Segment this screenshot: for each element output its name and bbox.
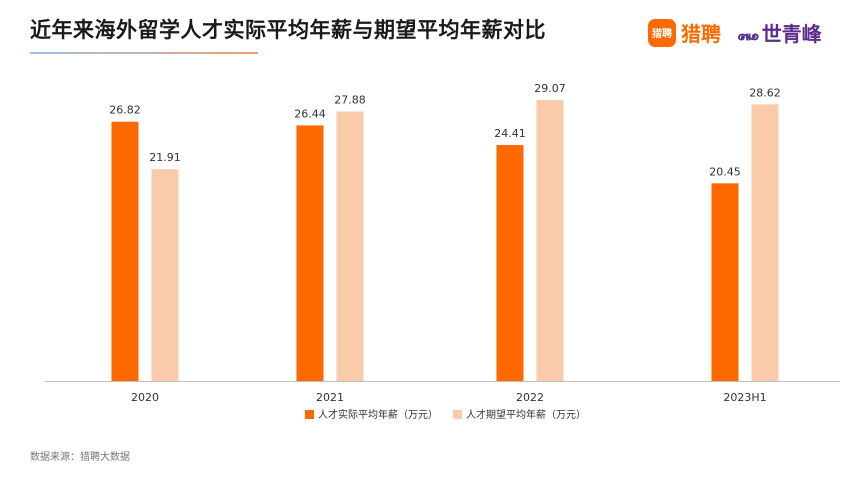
data-label-expected-2023H1: 28.62 [749, 86, 781, 99]
legend-label-expected: 人才期望平均年薪（万元） [466, 408, 586, 421]
shiqingfeng-logo-icon: ꘏ [737, 20, 760, 45]
chart-title: 近年来海外留学人才实际平均年薪与期望平均年薪对比 [30, 18, 546, 42]
bar-actual-2020 [111, 121, 139, 382]
bar-actual-2022 [496, 145, 524, 381]
data-label-expected-2020: 21.91 [149, 151, 181, 164]
legend-label-actual: 人才实际平均年薪（万元） [318, 408, 438, 421]
shiqingfeng-logo-text: 世青峰 [761, 22, 822, 46]
data-label-actual-2021: 26.44 [294, 107, 326, 120]
bar-expected-2021 [336, 111, 364, 381]
data-label-actual-2022: 24.41 [494, 127, 526, 140]
x-tick-label-2021: 2021 [316, 391, 344, 404]
shiqingfeng-logo: ꘏ 世青峰 [737, 18, 822, 47]
data-label-actual-2020: 26.82 [109, 104, 141, 117]
legend-swatch-actual [305, 410, 314, 419]
bar-expected-2020 [151, 169, 179, 381]
data-label-expected-2022: 29.07 [534, 82, 566, 95]
bar-actual-2023H1 [711, 183, 739, 381]
x-tick-label-2023H1: 2023H1 [723, 391, 766, 404]
data-label-actual-2023H1: 20.45 [709, 165, 741, 178]
liepin-logo-icon: 猎聘 [648, 18, 676, 47]
x-tick-label-2022: 2022 [516, 391, 544, 404]
liepin-logo: 猎聘 猎聘 [648, 18, 721, 47]
x-tick-label-2020: 2020 [131, 391, 159, 404]
title-underline [30, 52, 258, 54]
legend-swatch-expected [453, 410, 462, 419]
liepin-logo-text: 猎聘 [681, 22, 721, 46]
data-source: 数据来源：猎聘大数据 [30, 452, 130, 463]
bar-actual-2021 [296, 125, 324, 381]
bar-expected-2022 [536, 99, 564, 382]
data-label-expected-2021: 27.88 [334, 93, 366, 106]
bar-expected-2023H1 [751, 104, 779, 381]
